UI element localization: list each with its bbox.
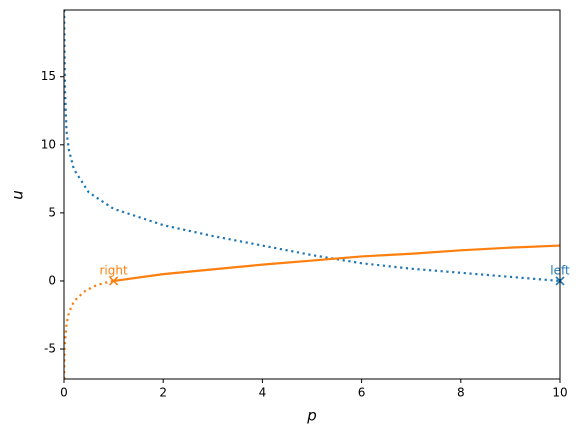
line-series — [64, 10, 560, 283]
y-tick-label: 15 — [41, 69, 56, 83]
y-tick-label: 0 — [48, 273, 56, 287]
y-tick-label: 5 — [48, 205, 56, 219]
x-tick-label: 4 — [259, 386, 267, 400]
x-tick-label: 10 — [552, 386, 567, 400]
line-series — [64, 279, 114, 379]
x-tick-label: 8 — [457, 386, 465, 400]
x-tick-label: 6 — [358, 386, 366, 400]
y-tick-label: -5 — [44, 342, 56, 356]
x-tick-label: 2 — [159, 386, 167, 400]
marker — [109, 276, 119, 286]
plot-frame — [63, 9, 561, 380]
y-axis-label: u — [9, 190, 27, 200]
x-tick-label: 0 — [60, 386, 68, 400]
line-series — [113, 244, 560, 283]
annotation: right — [99, 263, 127, 277]
y-tick-label: 10 — [41, 137, 56, 151]
x-axis-label: p — [306, 407, 317, 425]
